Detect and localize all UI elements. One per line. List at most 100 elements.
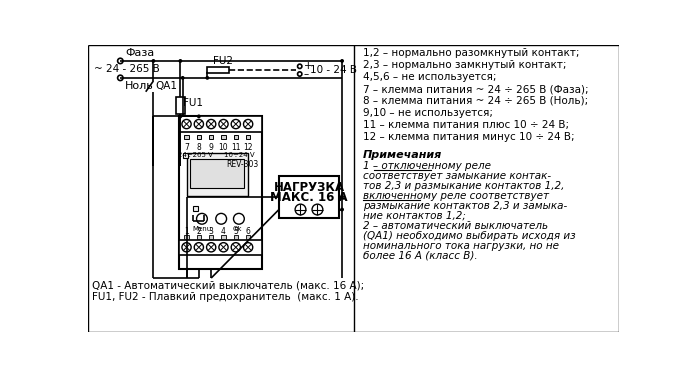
Text: ~ 24 - 265 В: ~ 24 - 265 В <box>94 65 160 74</box>
Circle shape <box>117 75 123 81</box>
Text: Menu: Menu <box>193 226 212 232</box>
Circle shape <box>297 72 302 76</box>
Text: 3: 3 <box>209 228 214 236</box>
Bar <box>190 160 244 188</box>
Circle shape <box>181 76 185 80</box>
Text: REV-303: REV-303 <box>226 160 259 169</box>
Circle shape <box>216 213 226 224</box>
Text: Примечания: Примечания <box>363 150 442 160</box>
Circle shape <box>231 243 240 252</box>
Circle shape <box>206 243 216 252</box>
Text: 9: 9 <box>209 144 214 153</box>
Text: соответствует замыкание контак-: соответствует замыкание контак- <box>363 171 551 181</box>
Circle shape <box>206 76 209 80</box>
Circle shape <box>117 58 123 64</box>
Bar <box>197 135 201 140</box>
Circle shape <box>206 119 216 129</box>
Text: QA1: QA1 <box>156 81 178 91</box>
Bar <box>176 97 185 114</box>
Text: Фаза: Фаза <box>125 48 154 58</box>
Circle shape <box>182 119 191 129</box>
Text: размыкание контактов 2,3 и замыка-: размыкание контактов 2,3 и замыка- <box>363 201 567 211</box>
Bar <box>186 153 248 196</box>
Text: 8 – клемма питания ~ 24 ÷ 265 В (Ноль);: 8 – клемма питания ~ 24 ÷ 265 В (Ноль); <box>363 96 588 106</box>
Text: 7 – клемма питания ~ 24 ÷ 265 В (Фаза);: 7 – клемма питания ~ 24 ÷ 265 В (Фаза); <box>363 84 589 94</box>
Text: 2,3 – нормально замкнутый контакт;: 2,3 – нормально замкнутый контакт; <box>363 60 566 70</box>
Bar <box>221 235 226 239</box>
Circle shape <box>195 243 204 252</box>
Text: 10: 10 <box>219 144 228 153</box>
Bar <box>184 235 189 239</box>
Text: 12 – клемма питания минус 10 ÷ 24 В;: 12 – клемма питания минус 10 ÷ 24 В; <box>363 132 575 142</box>
Circle shape <box>219 243 228 252</box>
Circle shape <box>295 204 306 215</box>
Text: ние контактов 1,2;: ние контактов 1,2; <box>363 211 466 221</box>
Text: 24÷265 V: 24÷265 V <box>178 152 213 158</box>
Text: QA1 - Автоматический выключатель (макс. 16 А);: QA1 - Автоматический выключатель (макс. … <box>92 281 364 291</box>
Text: FU1: FU1 <box>184 97 204 107</box>
Circle shape <box>182 243 191 252</box>
Bar <box>179 116 262 132</box>
Text: номинального тока нагрузки, но не: номинального тока нагрузки, но не <box>363 241 559 251</box>
Text: FU1, FU2 - Плавкий предохранитель  (макс. 1 А).: FU1, FU2 - Плавкий предохранитель (макс.… <box>92 292 358 303</box>
Circle shape <box>219 119 228 129</box>
Bar <box>279 176 339 218</box>
Text: 6: 6 <box>246 228 250 236</box>
Bar <box>179 239 262 255</box>
Bar <box>193 206 198 211</box>
Text: включенному реле соответствует: включенному реле соответствует <box>363 191 549 201</box>
Text: 1,2 – нормально разомкнутый контакт;: 1,2 – нормально разомкнутый контакт; <box>363 48 580 58</box>
Circle shape <box>312 204 323 215</box>
Text: Ноль: Ноль <box>125 81 154 91</box>
Bar <box>179 116 262 269</box>
Text: НАГРУЗКА: НАГРУЗКА <box>273 181 344 194</box>
Circle shape <box>152 59 155 63</box>
Bar <box>233 235 238 239</box>
Circle shape <box>297 64 302 69</box>
Text: FU2: FU2 <box>213 56 233 66</box>
Circle shape <box>179 115 182 118</box>
Bar <box>209 235 213 239</box>
Text: 1: 1 <box>184 228 189 236</box>
Text: 4: 4 <box>221 228 226 236</box>
Circle shape <box>231 119 240 129</box>
Circle shape <box>340 195 344 199</box>
Text: МАКС. 16 А: МАКС. 16 А <box>270 191 348 204</box>
Circle shape <box>197 115 201 118</box>
Text: 7: 7 <box>184 144 189 153</box>
Circle shape <box>244 119 253 129</box>
Bar <box>221 135 226 140</box>
Text: более 16 А (класс В).: более 16 А (класс В). <box>363 251 477 261</box>
Text: тов 2,3 и размыкание контактов 1,2,: тов 2,3 и размыкание контактов 1,2, <box>363 181 564 191</box>
Circle shape <box>197 213 207 224</box>
Text: –: – <box>304 69 309 79</box>
Text: 1 – отключенному реле: 1 – отключенному реле <box>363 161 491 171</box>
Text: 11 – клемма питания плюс 10 ÷ 24 В;: 11 – клемма питания плюс 10 ÷ 24 В; <box>363 120 569 130</box>
Bar <box>233 135 238 140</box>
Text: Ok: Ok <box>233 226 242 232</box>
Text: 2: 2 <box>197 228 201 236</box>
Text: 2 – автоматический выключатель: 2 – автоматический выключатель <box>363 221 548 231</box>
Text: 8: 8 <box>197 144 201 153</box>
Text: (QA1) необходимо выбирать исходя из: (QA1) необходимо выбирать исходя из <box>363 231 575 241</box>
Circle shape <box>179 59 182 63</box>
Text: 9,10 – не используется;: 9,10 – не используется; <box>363 108 493 118</box>
Bar <box>246 235 250 239</box>
Text: 11: 11 <box>231 144 241 153</box>
Text: 5: 5 <box>233 228 238 236</box>
Circle shape <box>340 208 344 211</box>
Text: 4,5,6 – не используется;: 4,5,6 – не используется; <box>363 72 496 82</box>
Text: 12: 12 <box>244 144 253 153</box>
Bar <box>184 135 189 140</box>
Bar <box>246 135 250 140</box>
Circle shape <box>244 243 253 252</box>
Circle shape <box>340 59 344 63</box>
Text: +: + <box>304 61 312 71</box>
Text: 10÷24 V: 10÷24 V <box>224 152 254 158</box>
Bar <box>209 135 213 140</box>
Text: 10 - 24 В: 10 - 24 В <box>310 65 357 75</box>
Bar <box>197 235 201 239</box>
Bar <box>183 153 188 158</box>
Circle shape <box>233 213 244 224</box>
Bar <box>207 67 229 73</box>
